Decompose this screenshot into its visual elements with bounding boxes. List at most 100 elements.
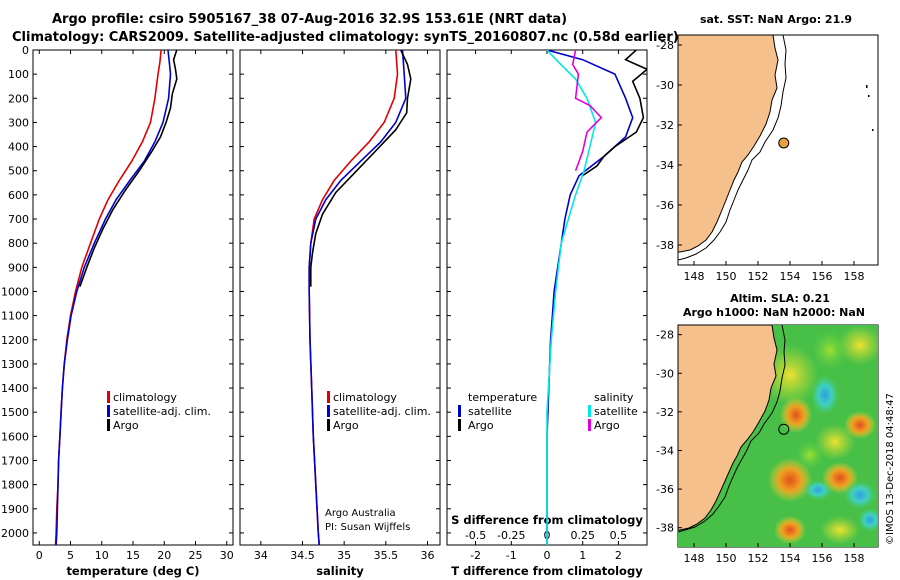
depth-tick-label: 1400 [1,382,29,395]
lat-tick-label: -30 [656,79,674,92]
temperature-series [54,50,178,545]
legend-label-climatology: climatology [333,391,397,404]
depth-axis: 0 100 200 300 400 500 600 700 800 900 1000 1100 1200… [1,44,647,540]
difference-legend: temperature satellite Argo salinity sate… [458,391,638,432]
legend-title-salinity: salinity [594,391,634,404]
legend-swatch-sal-argo [588,419,591,431]
s-diff-tick-label: -0.25 [497,529,525,542]
temperature-panel [32,49,234,546]
difference-series [546,50,647,545]
sla-map-subtitle: Argo h1000: NaN h2000: NaN [683,306,865,319]
s-diff-tick-label: 0.25 [570,529,595,542]
x-tick-label: 34 [254,549,268,562]
legend-label-argo: Argo [333,419,359,432]
depth-tick-label: 1100 [1,310,29,323]
x-tick-label: 35.5 [374,549,399,562]
series-line-argo [309,50,412,287]
x-tick-label: 10 [95,549,109,562]
lon-tick-label: 150 [716,270,737,283]
institution-note: Argo Australia [325,508,396,519]
sla-map [678,325,878,547]
float-position-marker [778,423,790,435]
lat-tick-label: -34 [656,159,674,172]
x-tick-label: 0 [544,549,551,562]
depth-tick-label: 2000 [1,527,29,540]
lat-tick-label: -32 [656,119,674,132]
sst-map [678,35,874,261]
depth-tick-label: 1800 [1,479,29,492]
legend-label-sal-satellite: satellite [594,405,638,418]
float-position-marker [778,137,790,149]
difference-x-axis: -2 -1 0 1 2 [470,50,622,562]
legend-label-sal-argo: Argo [594,419,620,432]
salinity-axis-label: salinity [316,564,364,578]
land-mass [678,35,779,253]
temperature-x-axis: 0 5 10 15 20 25 30 [36,50,234,562]
legend-swatch-temp-argo [458,419,461,431]
legend-swatch-climatology [327,391,330,403]
legend-swatch-argo [327,419,330,431]
salinity-panel [239,49,441,546]
series-line-salinity-argo [571,50,603,171]
legend-label-temp-satellite: satellite [468,405,512,418]
sla-map-title: Altim. SLA: 0.21 [730,292,830,305]
x-tick-label: 34.5 [290,549,315,562]
lon-tick-label: 158 [844,270,865,283]
lat-tick-label: -28 [656,329,674,342]
x-tick-label: 30 [220,549,234,562]
x-tick-label: 5 [67,549,74,562]
salinity-x-axis: 34 34.5 35 35.5 36 [254,50,435,562]
depth-tick-label: 500 [8,165,29,178]
sst-map-title: sat. SST: NaN Argo: 21.9 [700,13,852,26]
lon-tick-label: 156 [812,552,833,565]
x-tick-label: 20 [157,549,171,562]
series-line-salinity-satellite [546,50,597,545]
depth-tick-label: 1600 [1,430,29,443]
legend-label-climatology: climatology [113,391,177,404]
s-diff-tick-label: -0.5 [465,529,486,542]
lon-tick-label: 152 [748,552,769,565]
depth-tick-label: 1900 [1,503,29,516]
legend-swatch-satellite [327,405,330,417]
series-line-satellite-adj-clim- [308,50,407,545]
figure-title-line2: Climatology: CARS2009. Satellite-adjuste… [12,30,679,45]
lat-tick-label: -38 [656,239,674,252]
copyright-watermark: ©IMOS 13-Dec-2018 04:48:47 [885,393,896,545]
legend-label-satellite: satellite-adj. clim. [333,405,431,418]
island-marker [868,95,870,97]
lon-tick-label: 158 [844,552,865,565]
legend-swatch-sal-satellite [588,405,591,417]
lon-tick-label: 150 [716,552,737,565]
depth-tick-label: 1300 [1,358,29,371]
depth-tick-label: 700 [8,213,29,226]
land-mass [678,325,778,531]
lat-tick-label: -38 [656,522,674,535]
legend-swatch-argo [107,419,110,431]
series-line-temperature-argo [582,50,647,177]
legend-swatch-satellite [107,405,110,417]
depth-tick-label: 200 [8,92,29,105]
x-tick-label: 25 [189,549,203,562]
series-line-argo [79,50,178,287]
sla-map-axes: 148 150 152 154 156 158 -28 -30 -32 -34 -36 -38 [656,329,864,565]
legend-label-temp-argo: Argo [468,419,494,432]
depth-tick-label: 1000 [1,285,29,298]
isobath-contour [678,35,787,261]
s-diff-tick-label: 0.5 [610,529,628,542]
depth-tick-label: 800 [8,237,29,250]
lon-tick-label: 154 [780,270,801,283]
depth-tick-label: 1700 [1,454,29,467]
legend-label-satellite: satellite-adj. clim. [113,405,211,418]
legend-swatch-climatology [107,391,110,403]
salinity-series [308,50,412,545]
isobath-contour [678,325,786,533]
island-marker [872,129,874,131]
legend-title-temperature: temperature [468,391,537,404]
x-tick-label: 35 [337,549,351,562]
lat-tick-label: -32 [656,406,674,419]
depth-tick-label: 400 [8,141,29,154]
x-tick-label: 36 [421,549,435,562]
depth-tick-label: 100 [8,68,29,81]
x-tick-label: 2 [615,549,622,562]
x-tick-label: -2 [470,549,481,562]
